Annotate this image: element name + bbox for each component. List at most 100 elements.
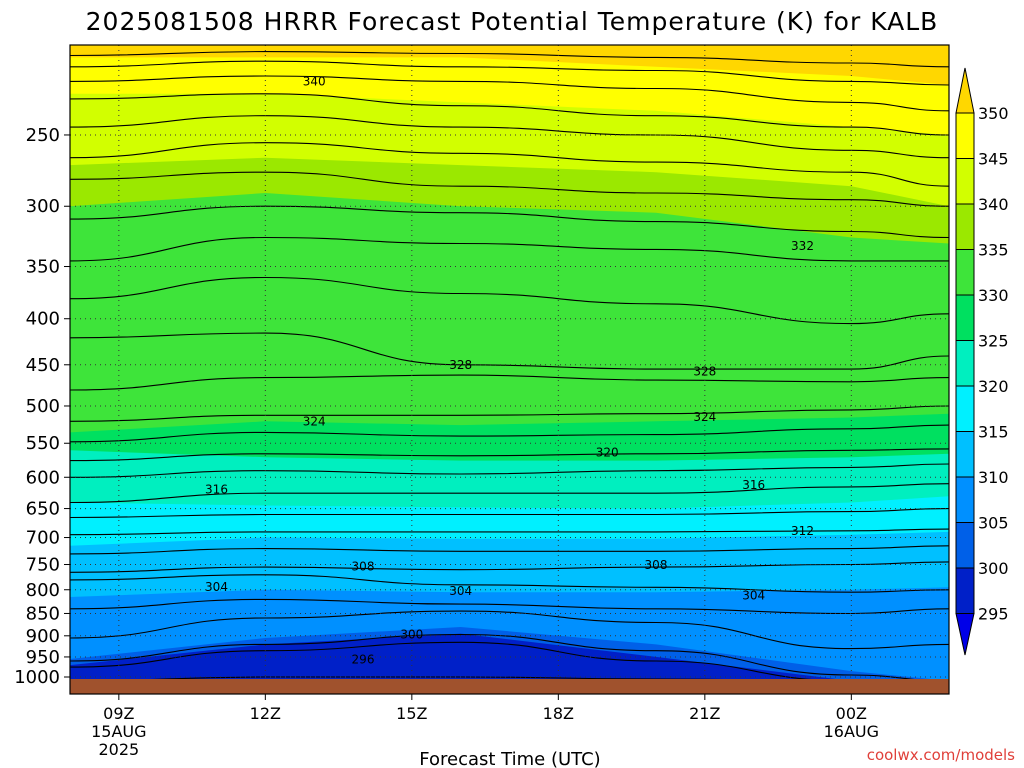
temperature-bands xyxy=(70,45,949,681)
contour-line xyxy=(70,405,949,422)
x-tick-label: 15Z xyxy=(396,704,427,723)
y-tick-label: 950 xyxy=(26,647,60,668)
colorbar-label: 310 xyxy=(978,468,1009,487)
colorbar-top-arrow xyxy=(955,67,975,114)
contour-line xyxy=(70,374,949,391)
y-tick-label: 650 xyxy=(26,499,60,520)
contour-label: 316 xyxy=(205,482,228,496)
colorbar-segment xyxy=(955,249,975,296)
colorbar-label: 330 xyxy=(978,286,1009,305)
x-tick-label: 12Z xyxy=(250,704,281,723)
x-tick-label: 09Z xyxy=(103,704,134,723)
y-tick-label: 850 xyxy=(26,603,60,624)
contour-label: 324 xyxy=(303,414,326,428)
colorbar-label: 345 xyxy=(978,150,1009,169)
contour-label: 316 xyxy=(742,478,765,492)
colorbar-label: 340 xyxy=(978,195,1009,214)
colorbar-label: 350 xyxy=(978,104,1009,123)
colorbar-segment xyxy=(955,340,975,387)
contour-label: 320 xyxy=(596,445,619,459)
contour-line xyxy=(70,483,949,504)
colorbar-label: 300 xyxy=(978,559,1009,578)
colorbar-segment xyxy=(955,112,975,159)
contour-line xyxy=(70,142,949,187)
contour-line xyxy=(70,424,949,443)
contour-line xyxy=(70,574,949,593)
contour-label: 340 xyxy=(303,74,326,88)
contour-line xyxy=(70,332,949,370)
credit-link[interactable]: coolwx.com/models xyxy=(867,746,1015,764)
colorbar-segment xyxy=(955,567,975,614)
y-tick-label: 1000 xyxy=(14,667,60,688)
contour-line xyxy=(70,598,949,615)
colorbar-bottom-arrow xyxy=(955,613,975,656)
y-tick-label: 700 xyxy=(26,528,60,549)
y-tick-label: 350 xyxy=(26,257,60,278)
y-tick-label: 300 xyxy=(26,196,60,217)
colorbar-segment xyxy=(955,203,975,250)
y-tick-label: 750 xyxy=(26,555,60,576)
contour-label: 296 xyxy=(352,652,375,666)
x-tick-sublabel: 16AUG xyxy=(824,722,879,741)
contour-label: 328 xyxy=(449,358,472,372)
contour-line xyxy=(70,93,949,136)
contour-line xyxy=(70,610,949,650)
colorbar-label: 325 xyxy=(978,332,1009,351)
plot-frame xyxy=(69,44,950,695)
contour-label: 332 xyxy=(791,239,814,253)
band-11 xyxy=(70,633,949,681)
contour-labels: 340 332 328 328 324 324 320 316 316 312 308 308 304 3… xyxy=(205,74,814,666)
colorbar-label: 305 xyxy=(978,514,1009,533)
contour-line xyxy=(70,561,949,573)
y-tick-label: 500 xyxy=(26,396,60,417)
colorbar-label: 315 xyxy=(978,423,1009,442)
contour-label: 304 xyxy=(742,589,765,603)
contour-label: 308 xyxy=(645,558,668,572)
y-tick-label: 600 xyxy=(26,467,60,488)
colorbar-segment xyxy=(955,385,975,432)
colorbar-segment xyxy=(955,476,975,523)
colorbar-label: 295 xyxy=(978,605,1009,624)
colorbar-label: 320 xyxy=(978,377,1009,396)
gridlines xyxy=(70,45,949,679)
y-tick-label: 450 xyxy=(26,355,60,376)
colorbar-segment xyxy=(955,158,975,205)
ground-layer xyxy=(70,679,949,694)
contour-line xyxy=(70,448,949,462)
x-tick-label: 21Z xyxy=(689,704,720,723)
contour-line xyxy=(70,463,949,478)
y-tick-label: 250 xyxy=(26,125,60,146)
contour-label: 304 xyxy=(205,580,228,594)
contour-label: 308 xyxy=(352,560,375,574)
colorbar-segment xyxy=(955,522,975,569)
y-tick-label: 900 xyxy=(26,626,60,647)
contour-label: 300 xyxy=(400,627,423,641)
contour-label: 328 xyxy=(693,365,716,379)
x-tick-label: 18Z xyxy=(543,704,574,723)
contour-label: 324 xyxy=(693,410,716,424)
x-tick-sublabel: 15AUG xyxy=(91,722,146,741)
contour-line xyxy=(70,508,949,519)
colorbar-segment xyxy=(955,431,975,478)
x-tick-sublabel: 2025 xyxy=(98,740,139,759)
colorbar-segment xyxy=(955,294,975,341)
contour-line xyxy=(70,633,949,682)
y-axis: 2503003504004505005506006507007508008509… xyxy=(14,125,70,688)
y-tick-label: 550 xyxy=(26,433,60,454)
colorbar: 350 345 340 335 330 325 320 315 310 305 300 295 xyxy=(955,67,1009,656)
contour-label: 312 xyxy=(791,524,814,538)
contour-line xyxy=(70,236,949,262)
contour-line xyxy=(70,51,949,68)
y-tick-label: 400 xyxy=(26,309,60,330)
contour-line xyxy=(70,545,949,555)
contour-line xyxy=(70,205,949,239)
contour-label: 304 xyxy=(449,584,472,598)
contour-line xyxy=(70,276,949,325)
x-axis-title: Forecast Time (UTC) xyxy=(419,749,600,768)
colorbar-label: 335 xyxy=(978,241,1009,260)
contour-line xyxy=(70,75,949,112)
chart-title: 2025081508 HRRR Forecast Potential Tempe… xyxy=(86,7,939,36)
y-tick-label: 800 xyxy=(26,580,60,601)
